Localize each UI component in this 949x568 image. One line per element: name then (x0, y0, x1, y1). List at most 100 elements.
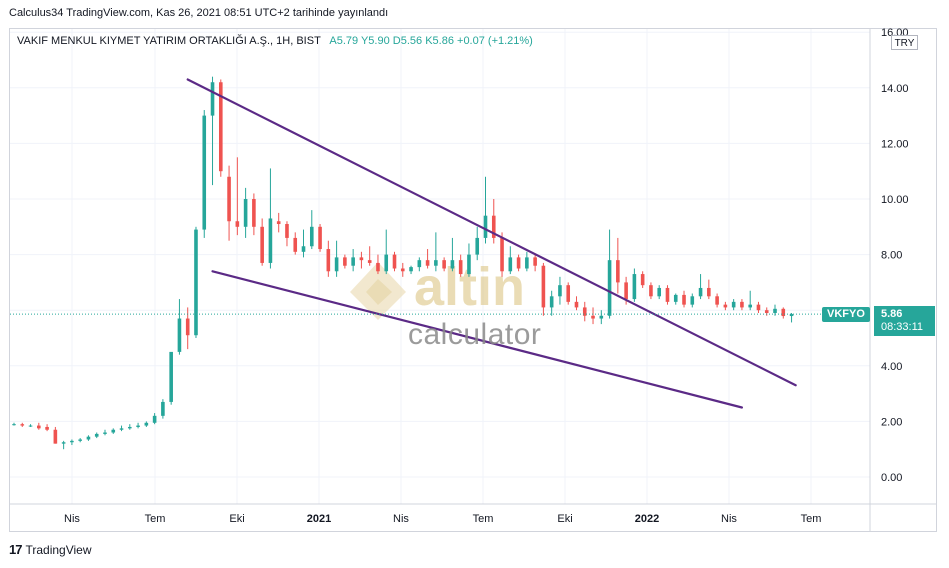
x-tick-label: Tem (145, 513, 166, 525)
candle-body (78, 439, 82, 441)
candle-body (218, 82, 223, 172)
candle-body (252, 199, 256, 227)
trendline-upper (186, 78, 797, 387)
candle-body (376, 262, 380, 272)
candle-body (582, 307, 587, 316)
candle-body (731, 301, 736, 308)
candle-body (301, 246, 306, 252)
candle-body (243, 199, 248, 227)
candle-body (177, 318, 182, 352)
candle-body (591, 315, 595, 319)
candle-body (169, 351, 173, 402)
last-price-value: 5.86 (881, 308, 903, 320)
candle-body (28, 425, 33, 427)
candle-body (475, 237, 480, 255)
candle-body (682, 294, 686, 305)
candle-body (417, 260, 422, 268)
legend-symbol[interactable]: VAKIF MENKUL KIYMET YATIRIM ORTAKLIĞI A.… (17, 35, 321, 47)
candle-body (525, 257, 529, 269)
last-price-tag: 5.86 08:33:11 (874, 306, 935, 336)
candle-body (318, 226, 322, 250)
x-tick-label: Eki (229, 513, 244, 525)
candle-body (599, 315, 604, 319)
candle-body (773, 308, 777, 313)
candle-body (326, 249, 331, 272)
candle-body (45, 426, 49, 430)
candle-body (690, 296, 695, 305)
candle-body (748, 304, 752, 308)
candle-body (86, 436, 91, 440)
candle-body (508, 257, 513, 272)
x-tick-label: Eki (557, 513, 572, 525)
candle-body (483, 215, 488, 238)
candle-body (458, 260, 463, 275)
candle-body (491, 215, 496, 238)
candle-body (574, 301, 579, 308)
candle-body (185, 318, 190, 336)
candle-body (640, 274, 645, 286)
candle-body (673, 294, 678, 302)
candle-body (268, 218, 273, 263)
candle-body (351, 257, 355, 266)
candle-body (400, 268, 405, 272)
candle-body (61, 442, 66, 444)
candle-body (119, 428, 124, 430)
bar-countdown: 08:33:11 (881, 321, 924, 333)
candle-body (161, 401, 165, 416)
candle-body (293, 237, 298, 252)
watermark-caption: calculator (408, 318, 542, 351)
candle-body (607, 260, 612, 316)
y-tick-label: 12.00 (881, 138, 909, 150)
candle-body (53, 429, 58, 444)
legend-low: D5.56 (392, 35, 423, 47)
candle-body (657, 287, 662, 297)
candle-body (541, 265, 546, 308)
candle-body (500, 237, 504, 272)
candle-body (425, 260, 430, 266)
candle-body (334, 257, 339, 272)
trendline-lower (211, 270, 744, 409)
candle-body (70, 440, 74, 443)
candle-body (392, 254, 397, 269)
candle-body (12, 424, 16, 426)
footer-brand[interactable]: 17 TradingView (9, 542, 92, 557)
currency-label[interactable]: TRY (891, 35, 918, 50)
candle-body (260, 226, 264, 263)
candle-body (665, 287, 670, 302)
x-tick-label: Nis (64, 513, 80, 525)
publish-header: Calculus34 TradingView.com, Kas 26, 2021… (9, 7, 389, 19)
candle-body (558, 285, 562, 297)
candle-body (343, 257, 347, 266)
candle-body (723, 304, 728, 308)
legend-close: K5.86 (425, 35, 454, 47)
candle-body (715, 296, 719, 305)
candle-body (740, 301, 744, 308)
candle-body (616, 260, 620, 283)
candle-body (276, 221, 281, 225)
candle-body (789, 314, 794, 317)
candle-body (549, 296, 554, 308)
footer-brand-label: TradingView (25, 542, 92, 557)
y-tick-label: 14.00 (881, 83, 909, 95)
x-tick-label: Tem (801, 513, 822, 525)
candle-body (698, 287, 703, 297)
y-tick-label: 10.00 (881, 194, 909, 206)
candle-body (152, 415, 157, 423)
candle-body (194, 229, 198, 336)
y-tick-label: 0.00 (881, 472, 902, 484)
candle-body (442, 260, 446, 269)
candle-body (764, 310, 769, 313)
candle-body (136, 425, 140, 427)
x-tick-label: Tem (473, 513, 494, 525)
watermark-diamond-inner-icon (366, 279, 392, 305)
symbol-tag: VKFYO (822, 307, 870, 322)
candle-body (649, 285, 653, 297)
candle-body (128, 426, 132, 429)
candle-body (235, 221, 240, 227)
legend-high: Y5.90 (360, 35, 390, 47)
x-tick-label: Nis (721, 513, 737, 525)
candle-body (434, 260, 438, 266)
candle-body (227, 176, 231, 222)
y-tick-label: 2.00 (881, 416, 902, 428)
